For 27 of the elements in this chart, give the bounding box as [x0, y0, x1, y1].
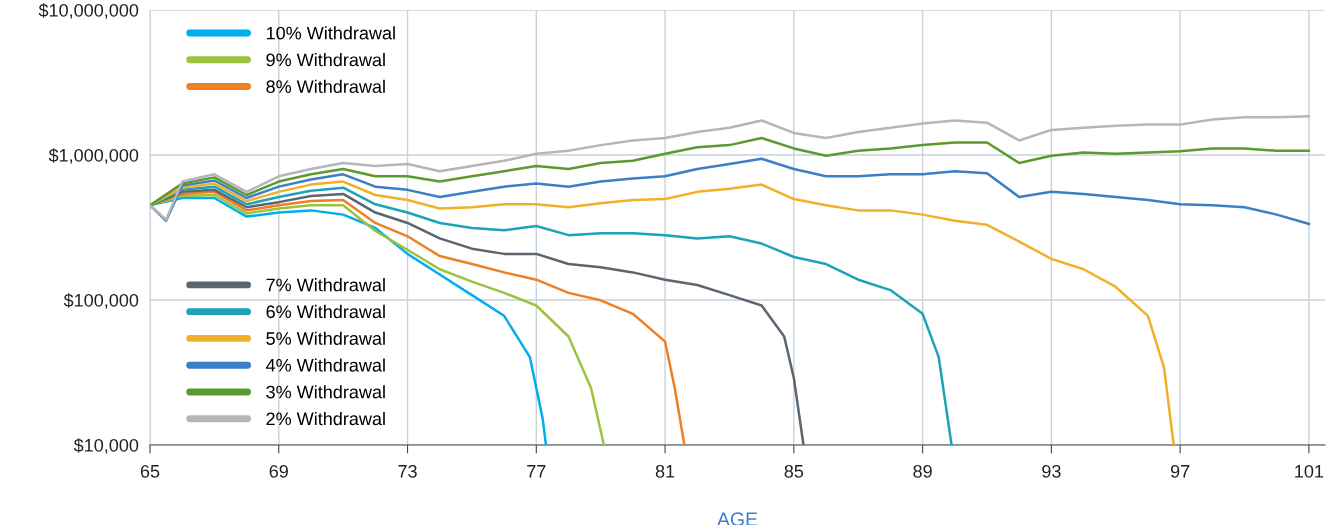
x-tick-label: 73 — [398, 464, 417, 478]
legend-label: 6% Withdrawal — [266, 304, 385, 319]
legend-label: 5% Withdrawal — [266, 331, 385, 345]
x-tick-label: 81 — [655, 464, 675, 478]
legend-label: 9% Withdrawal — [266, 53, 385, 67]
x-tick-label: 69 — [269, 464, 288, 478]
x-tick-label: 85 — [784, 464, 804, 478]
legend-label: 2% Withdrawal — [266, 411, 385, 426]
y-tick-label: $1,000,000 — [48, 148, 139, 164]
x-tick-label: 65 — [140, 464, 160, 478]
x-tick-label: 77 — [527, 465, 546, 478]
line-series — [150, 180, 1175, 445]
y-tick-label: $100,000 — [63, 293, 139, 309]
legend-label: 10% Withdrawal — [266, 26, 395, 40]
line-series — [150, 115, 1311, 221]
y-tick-label: $10,000 — [73, 438, 139, 454]
x-tick-label: 97 — [1170, 464, 1190, 478]
legend-label: 8% Withdrawal — [266, 79, 385, 94]
y-tick-label: $10,000,000 — [38, 3, 139, 19]
legend-label: 3% Withdrawal — [266, 385, 385, 399]
x-tick-label: 101 — [1295, 464, 1324, 478]
x-tick-label: 93 — [1042, 464, 1061, 478]
legend-label: 4% Withdrawal — [266, 358, 385, 372]
x-tick-label: 89 — [913, 464, 932, 478]
line-series — [150, 136, 1311, 207]
line-series — [150, 188, 805, 445]
legend-label: 7% Withdrawal — [266, 278, 385, 292]
